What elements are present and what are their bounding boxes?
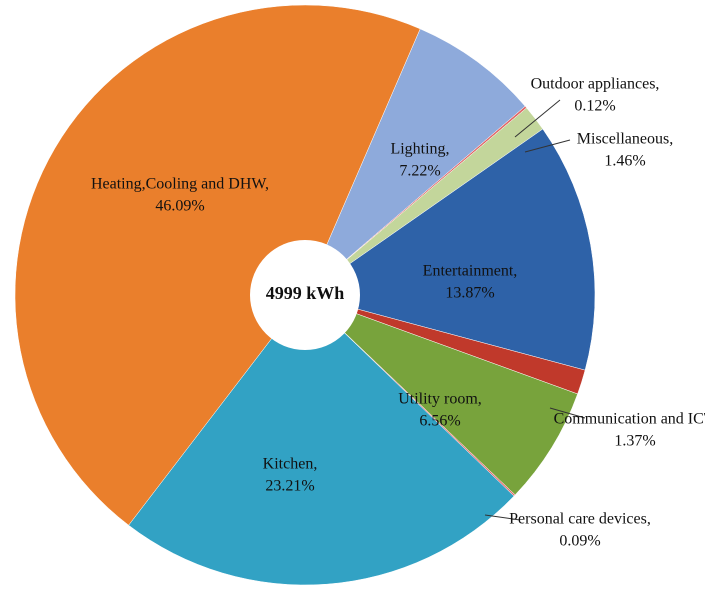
donut-hole [250,240,360,350]
slice-value-label: 23.21% [265,478,314,495]
slice-value-label: 6.56% [419,413,460,430]
leader-line [484,514,521,521]
slice [304,128,596,371]
center-label: 4999 kWh [266,283,345,303]
slice [304,294,578,496]
leader-line [549,407,586,419]
slice [304,28,526,296]
slices [14,4,596,586]
slice-label: Communication and ICT, [554,411,705,428]
slice-value-label: 1.37% [614,433,655,450]
slice-label: Personal care devices, [509,511,651,528]
slice-label: Outdoor appliances, [531,76,660,93]
slice-value-label: 13.87% [445,285,494,302]
slice-label: Entertainment, [423,263,518,280]
slice-label: Heating,Cooling and DHW, [91,176,269,193]
slice-value-label: 1.46% [604,153,645,170]
slice-value-label: 46.09% [155,198,204,215]
slice-label: Lighting, [390,141,449,158]
slice [14,4,421,526]
slice-value-label: 7.22% [399,163,440,180]
slice-label: Utility room, [398,391,482,408]
leader-line [524,139,571,153]
leader-line [514,99,561,138]
slice-value-label: 0.12% [574,98,615,115]
slice [128,294,515,586]
slice-label: Miscellaneous, [577,131,673,148]
slice-value-label: 0.09% [559,533,600,550]
slice-label: Kitchen, [263,456,318,473]
